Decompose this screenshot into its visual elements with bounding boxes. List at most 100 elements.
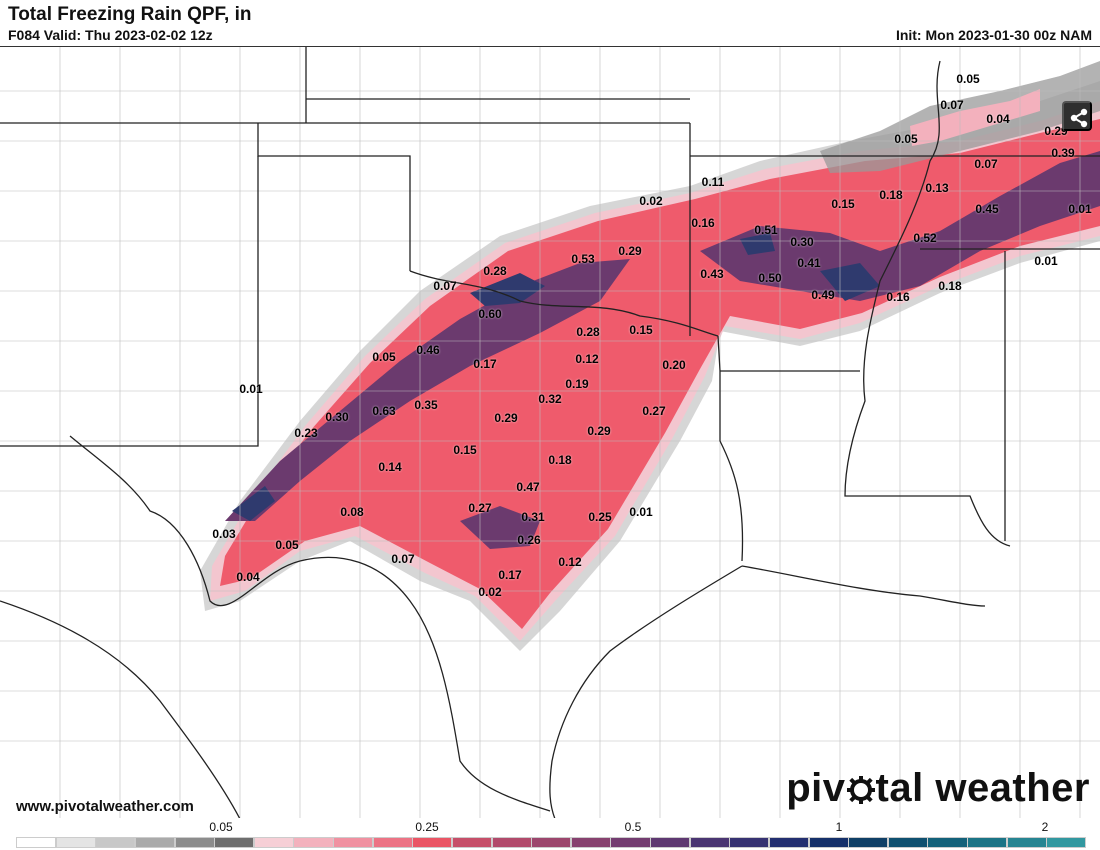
qpf-value-label: 0.53: [571, 252, 595, 266]
qpf-value-label: 0.46: [416, 343, 440, 357]
init-time: Init: Mon 2023-01-30 00z NAM: [895, 27, 1092, 43]
qpf-value-label: 0.05: [956, 72, 980, 86]
colorbar-swatch: [848, 837, 889, 848]
colorbar-tick-label: 2: [1041, 820, 1049, 834]
colorbar-swatch: [16, 837, 57, 848]
qpf-value-label: 0.45: [975, 202, 999, 216]
qpf-value-label: 0.16: [691, 216, 715, 230]
colorbar-tick-label: 0.05: [209, 820, 233, 834]
qpf-value-label: 0.18: [938, 279, 962, 293]
qpf-value-label: 0.23: [294, 426, 318, 440]
qpf-value-label: 0.04: [236, 570, 260, 584]
qpf-value-label: 0.01: [1068, 202, 1092, 216]
colorbar-swatch: [293, 837, 334, 848]
qpf-value-label: 0.07: [940, 98, 964, 112]
colorbar-swatch: [1006, 837, 1047, 848]
share-button[interactable]: [1062, 101, 1092, 131]
colorbar-swatch: [95, 837, 136, 848]
valid-time: F084 Valid: Thu 2023-02-02 12z: [8, 27, 213, 43]
colorbar: 0.05 0.25 0.5 1 2: [0, 818, 1100, 850]
precip-shading: [200, 61, 1100, 651]
colorbar-tick-label: 0.5: [624, 820, 642, 834]
colorbar-swatch: [214, 837, 255, 848]
qpf-value-label: 0.41: [797, 256, 821, 270]
qpf-value-label: 0.20: [662, 358, 686, 372]
qpf-value-label: 0.32: [538, 392, 562, 406]
map-svg: [0, 47, 1100, 819]
qpf-value-label: 0.43: [700, 267, 724, 281]
map-title: Total Freezing Rain QPF, in: [8, 4, 252, 25]
colorbar-tick-label: 1: [835, 820, 843, 834]
colorbar-swatch: [967, 837, 1008, 848]
qpf-value-label: 0.47: [516, 480, 540, 494]
qpf-value-label: 0.05: [894, 132, 918, 146]
qpf-value-label: 0.25: [588, 510, 612, 524]
qpf-value-label: 0.07: [433, 279, 457, 293]
qpf-value-label: 0.27: [642, 404, 666, 418]
qpf-value-label: 0.03: [212, 527, 236, 541]
county-lines: [0, 47, 1100, 819]
qpf-value-label: 0.11: [701, 175, 725, 189]
qpf-value-label: 0.35: [414, 398, 438, 412]
gear-icon: [846, 770, 876, 815]
border-louisiana-coast: [741, 565, 986, 607]
precip-deep-1: [225, 259, 630, 521]
website-link[interactable]: www.pivotalweather.com: [16, 798, 194, 815]
qpf-value-label: 0.18: [879, 188, 903, 202]
qpf-value-label: 0.60: [478, 307, 502, 321]
qpf-value-label: 0.51: [754, 223, 778, 237]
qpf-value-label: 0.16: [886, 290, 910, 304]
qpf-value-label: 0.13: [925, 181, 949, 195]
qpf-value-label: 0.14: [378, 460, 402, 474]
qpf-value-label: 0.02: [478, 585, 502, 599]
qpf-value-label: 0.29: [1044, 124, 1068, 138]
share-icon: [1070, 108, 1088, 128]
qpf-value-label: 0.08: [340, 505, 364, 519]
qpf-value-label: 0.29: [494, 411, 518, 425]
colorbar-swatch: [451, 837, 493, 848]
colorbar-swatch: [927, 837, 968, 848]
colorbar-swatch: [650, 837, 691, 848]
colorbar-swatch: [887, 837, 928, 848]
border-newmexico-interior: [0, 600, 241, 819]
border-texas-newmexico: [0, 156, 259, 447]
qpf-value-label: 0.01: [629, 505, 653, 519]
header: Total Freezing Rain QPF, in F084 Valid: …: [0, 0, 1100, 46]
qpf-value-label: 0.17: [498, 568, 522, 582]
precip-darkest-1: [232, 486, 275, 521]
colorbar-swatch: [570, 837, 611, 848]
qpf-value-label: 0.01: [1034, 254, 1058, 268]
pivotal-weather-logo: piv tal weather: [786, 766, 1090, 814]
state-borders: [0, 47, 1100, 819]
colorbar-swatch: [768, 837, 810, 848]
colorbar-swatch: [134, 837, 175, 848]
qpf-value-label: 0.04: [986, 112, 1010, 126]
qpf-value-label: 0.27: [468, 501, 492, 515]
precip-pink-north: [910, 89, 1040, 146]
qpf-value-label: 0.30: [790, 235, 814, 249]
colorbar-swatch: [55, 837, 96, 848]
qpf-value-label: 0.31: [521, 510, 545, 524]
qpf-value-label: 0.39: [1051, 146, 1075, 160]
colorbar-swatch: [689, 837, 730, 848]
border-red-river: [409, 270, 719, 337]
border-oklahoma-panhandle: [257, 123, 411, 271]
qpf-value-label: 0.05: [372, 350, 396, 364]
colorbar-swatch: [1046, 837, 1087, 848]
qpf-value-label: 0.26: [517, 533, 541, 547]
qpf-value-label: 0.07: [391, 552, 415, 566]
qpf-value-label: 0.49: [811, 288, 835, 302]
qpf-value-label: 0.15: [453, 443, 477, 457]
colorbar-swatch: [412, 837, 453, 848]
precip-darkest-3: [740, 233, 775, 255]
border-texas-arkansas-louisiana: [717, 335, 744, 562]
qpf-value-label: 0.15: [831, 197, 855, 211]
qpf-value-label: 0.07: [974, 157, 998, 171]
colorbar-swatch: [174, 837, 215, 848]
qpf-value-label: 0.28: [576, 325, 600, 339]
qpf-value-label: 0.52: [913, 231, 937, 245]
colorbar-swatch: [531, 837, 572, 848]
qpf-value-label: 0.29: [587, 424, 611, 438]
colorbar-swatch: [729, 837, 770, 848]
map-area[interactable]: 0.05 0.07 0.04 0.05 0.29 0.39 0.07 0.11 0.02 0.15…: [0, 46, 1100, 819]
